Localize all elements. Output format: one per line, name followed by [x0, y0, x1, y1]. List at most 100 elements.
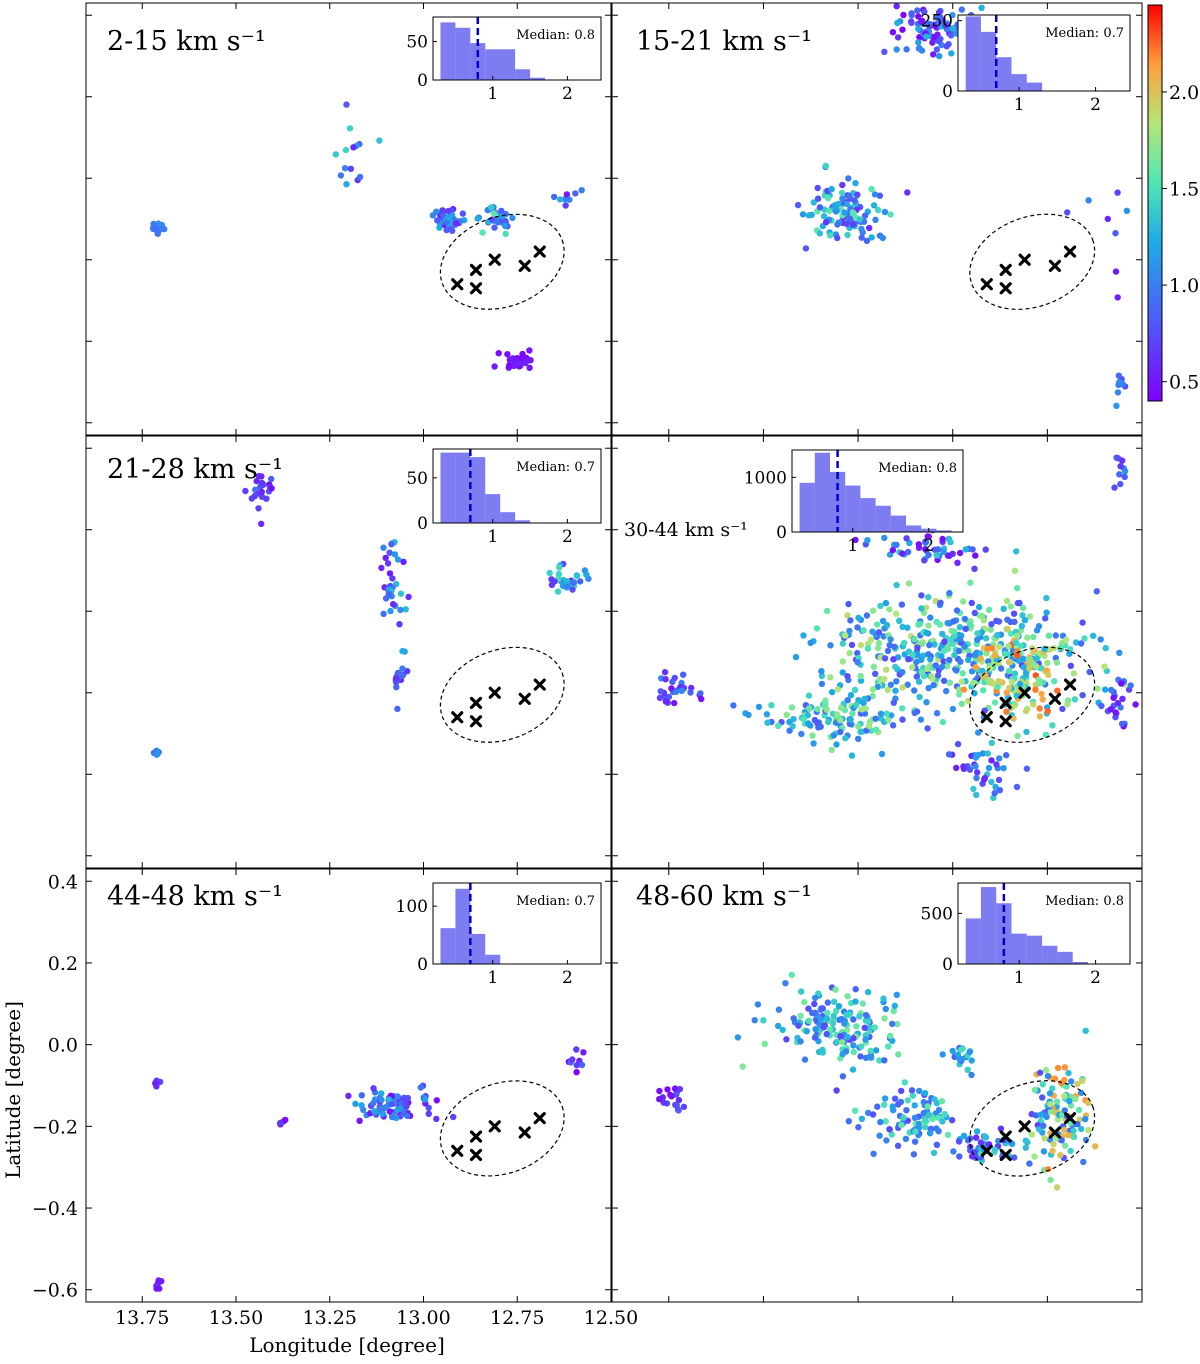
data-point: [884, 647, 892, 655]
data-point: [953, 667, 960, 674]
data-point: [1032, 686, 1039, 693]
data-point: [823, 1030, 830, 1038]
data-point: [823, 219, 830, 226]
data-point: [995, 776, 1003, 784]
data-points: [150, 472, 592, 758]
data-point: [805, 212, 813, 219]
inset-x-tick-label: 1: [847, 536, 858, 556]
data-point: [894, 1020, 901, 1028]
data-point: [960, 686, 968, 693]
data-point: [343, 181, 350, 188]
median-label: Median: 0.7: [516, 460, 595, 475]
data-point: [941, 638, 948, 645]
data-point: [936, 621, 944, 628]
inset-x-tick-label: 2: [562, 968, 573, 988]
data-point: [1047, 1176, 1054, 1184]
data-point: [396, 621, 403, 628]
data-point: [932, 662, 939, 669]
data-point: [786, 727, 793, 734]
data-point: [153, 1285, 160, 1292]
data-point: [341, 165, 349, 172]
data-point: [556, 196, 564, 203]
data-point: [676, 1085, 684, 1093]
data-point: [389, 1113, 396, 1121]
data-point: [877, 1118, 884, 1126]
data-point: [1082, 1027, 1089, 1035]
data-point: [904, 681, 911, 688]
histogram-bar: [455, 888, 471, 964]
data-point: [789, 723, 796, 730]
data-point: [1014, 585, 1021, 592]
data-point: [870, 1150, 877, 1158]
data-point: [971, 651, 979, 658]
data-point: [394, 1093, 401, 1100]
x-tick-label: 12.50: [584, 1307, 638, 1329]
data-point: [978, 4, 985, 11]
data-point: [908, 1087, 916, 1094]
data-point: [388, 541, 395, 548]
data-point: [1119, 457, 1126, 464]
data-point: [868, 1054, 875, 1061]
source-marker: [469, 696, 483, 710]
inset-histogram: Median: 0.8 1 2 0 50: [406, 16, 602, 104]
data-point: [870, 663, 878, 670]
data-point: [1111, 484, 1118, 491]
data-point: [955, 647, 963, 655]
data-point: [977, 655, 984, 662]
data-point: [887, 636, 894, 643]
data-point: [1039, 696, 1046, 703]
data-point: [397, 1105, 404, 1112]
data-point: [1071, 696, 1079, 703]
y-tick-label: −0.4: [32, 1198, 78, 1220]
data-point: [1022, 1137, 1029, 1144]
data-point: [1119, 695, 1126, 702]
data-point: [389, 575, 396, 582]
data-point: [811, 1009, 819, 1016]
data-point: [657, 688, 664, 695]
data-point: [904, 624, 911, 631]
data-point: [899, 684, 906, 691]
data-point: [573, 572, 580, 579]
data-point: [899, 705, 906, 712]
data-point: [839, 1039, 846, 1046]
panel-frame: [85, 2, 612, 436]
data-point: [491, 363, 498, 370]
source-marker: [469, 1148, 483, 1162]
data-point: [562, 202, 569, 209]
histogram-bar: [830, 471, 846, 532]
data-point: [1037, 1111, 1045, 1118]
data-point: [924, 533, 931, 540]
data-point: [970, 679, 977, 687]
data-point: [782, 980, 789, 987]
data-point: [948, 50, 955, 57]
data-point: [968, 599, 975, 607]
data-point: [935, 37, 942, 45]
inset-y-tick-label: 0: [417, 71, 428, 91]
data-point: [801, 998, 808, 1006]
data-point: [996, 643, 1003, 650]
data-point: [885, 716, 892, 724]
data-point: [894, 1142, 902, 1150]
data-point: [861, 1024, 868, 1032]
data-point: [1054, 687, 1061, 694]
inset-frame: [957, 14, 1131, 92]
data-points: [152, 1046, 587, 1292]
data-point: [993, 761, 1000, 768]
data-point: [935, 18, 942, 25]
data-point: [902, 1135, 910, 1143]
data-point: [1077, 1089, 1085, 1097]
data-point: [893, 541, 900, 549]
data-point: [814, 195, 822, 202]
data-point: [1101, 663, 1108, 670]
data-point: [984, 645, 991, 652]
data-point: [843, 220, 850, 227]
data-point: [992, 783, 999, 791]
data-point: [358, 1092, 365, 1099]
data-point: [849, 221, 857, 229]
data-point: [995, 618, 1003, 625]
source-marker: [1048, 259, 1062, 272]
data-point: [751, 1017, 758, 1024]
data-point: [404, 1112, 411, 1120]
inset-histogram: Median: 0.7 1 2 0 250: [921, 12, 1131, 115]
histogram-bar: [1026, 935, 1043, 964]
